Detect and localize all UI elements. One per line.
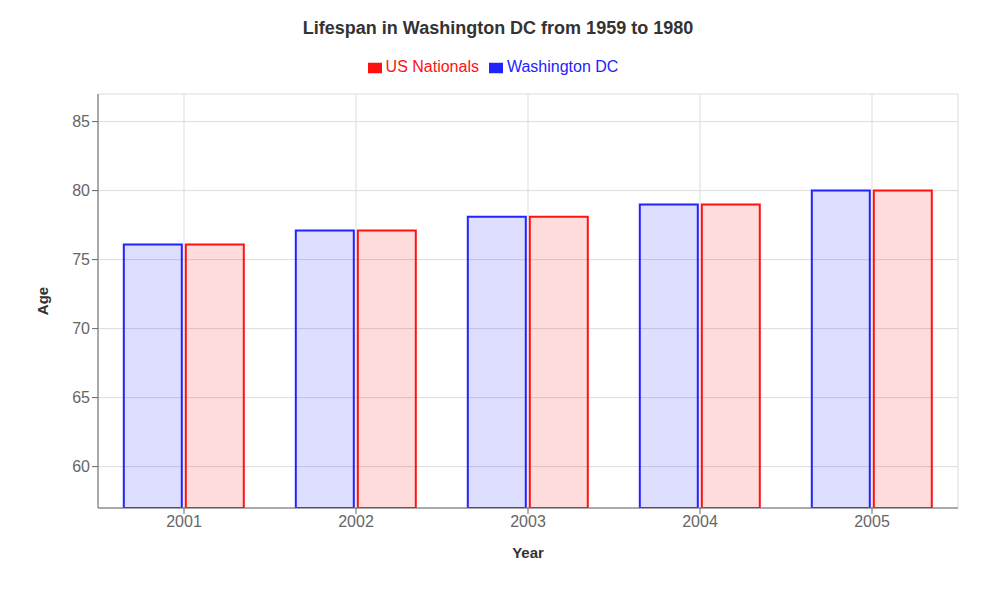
svg-text:2004: 2004 <box>682 513 718 530</box>
svg-text:70: 70 <box>72 320 90 337</box>
svg-text:60: 60 <box>72 458 90 475</box>
svg-text:2003: 2003 <box>510 513 546 530</box>
html-text:US Nationals: US Nationals <box>385 58 479 75</box>
svg-text:85: 85 <box>72 113 90 130</box>
svg-text:75: 75 <box>72 251 90 268</box>
svg-text:Age: Age <box>34 287 51 315</box>
svg-text:65: 65 <box>72 389 90 406</box>
svg-text:80: 80 <box>72 182 90 199</box>
svg-text:2001: 2001 <box>166 513 202 530</box>
svg-text:2002: 2002 <box>338 513 374 530</box>
svg-text:Year: Year <box>512 544 544 561</box>
html-text:Washington DC: Washington DC <box>507 58 619 75</box>
html-text:Lifespan in Washington DC from: Lifespan in Washington DC from 1959 to 1… <box>302 18 694 38</box>
svg-text:2005: 2005 <box>854 513 890 530</box>
